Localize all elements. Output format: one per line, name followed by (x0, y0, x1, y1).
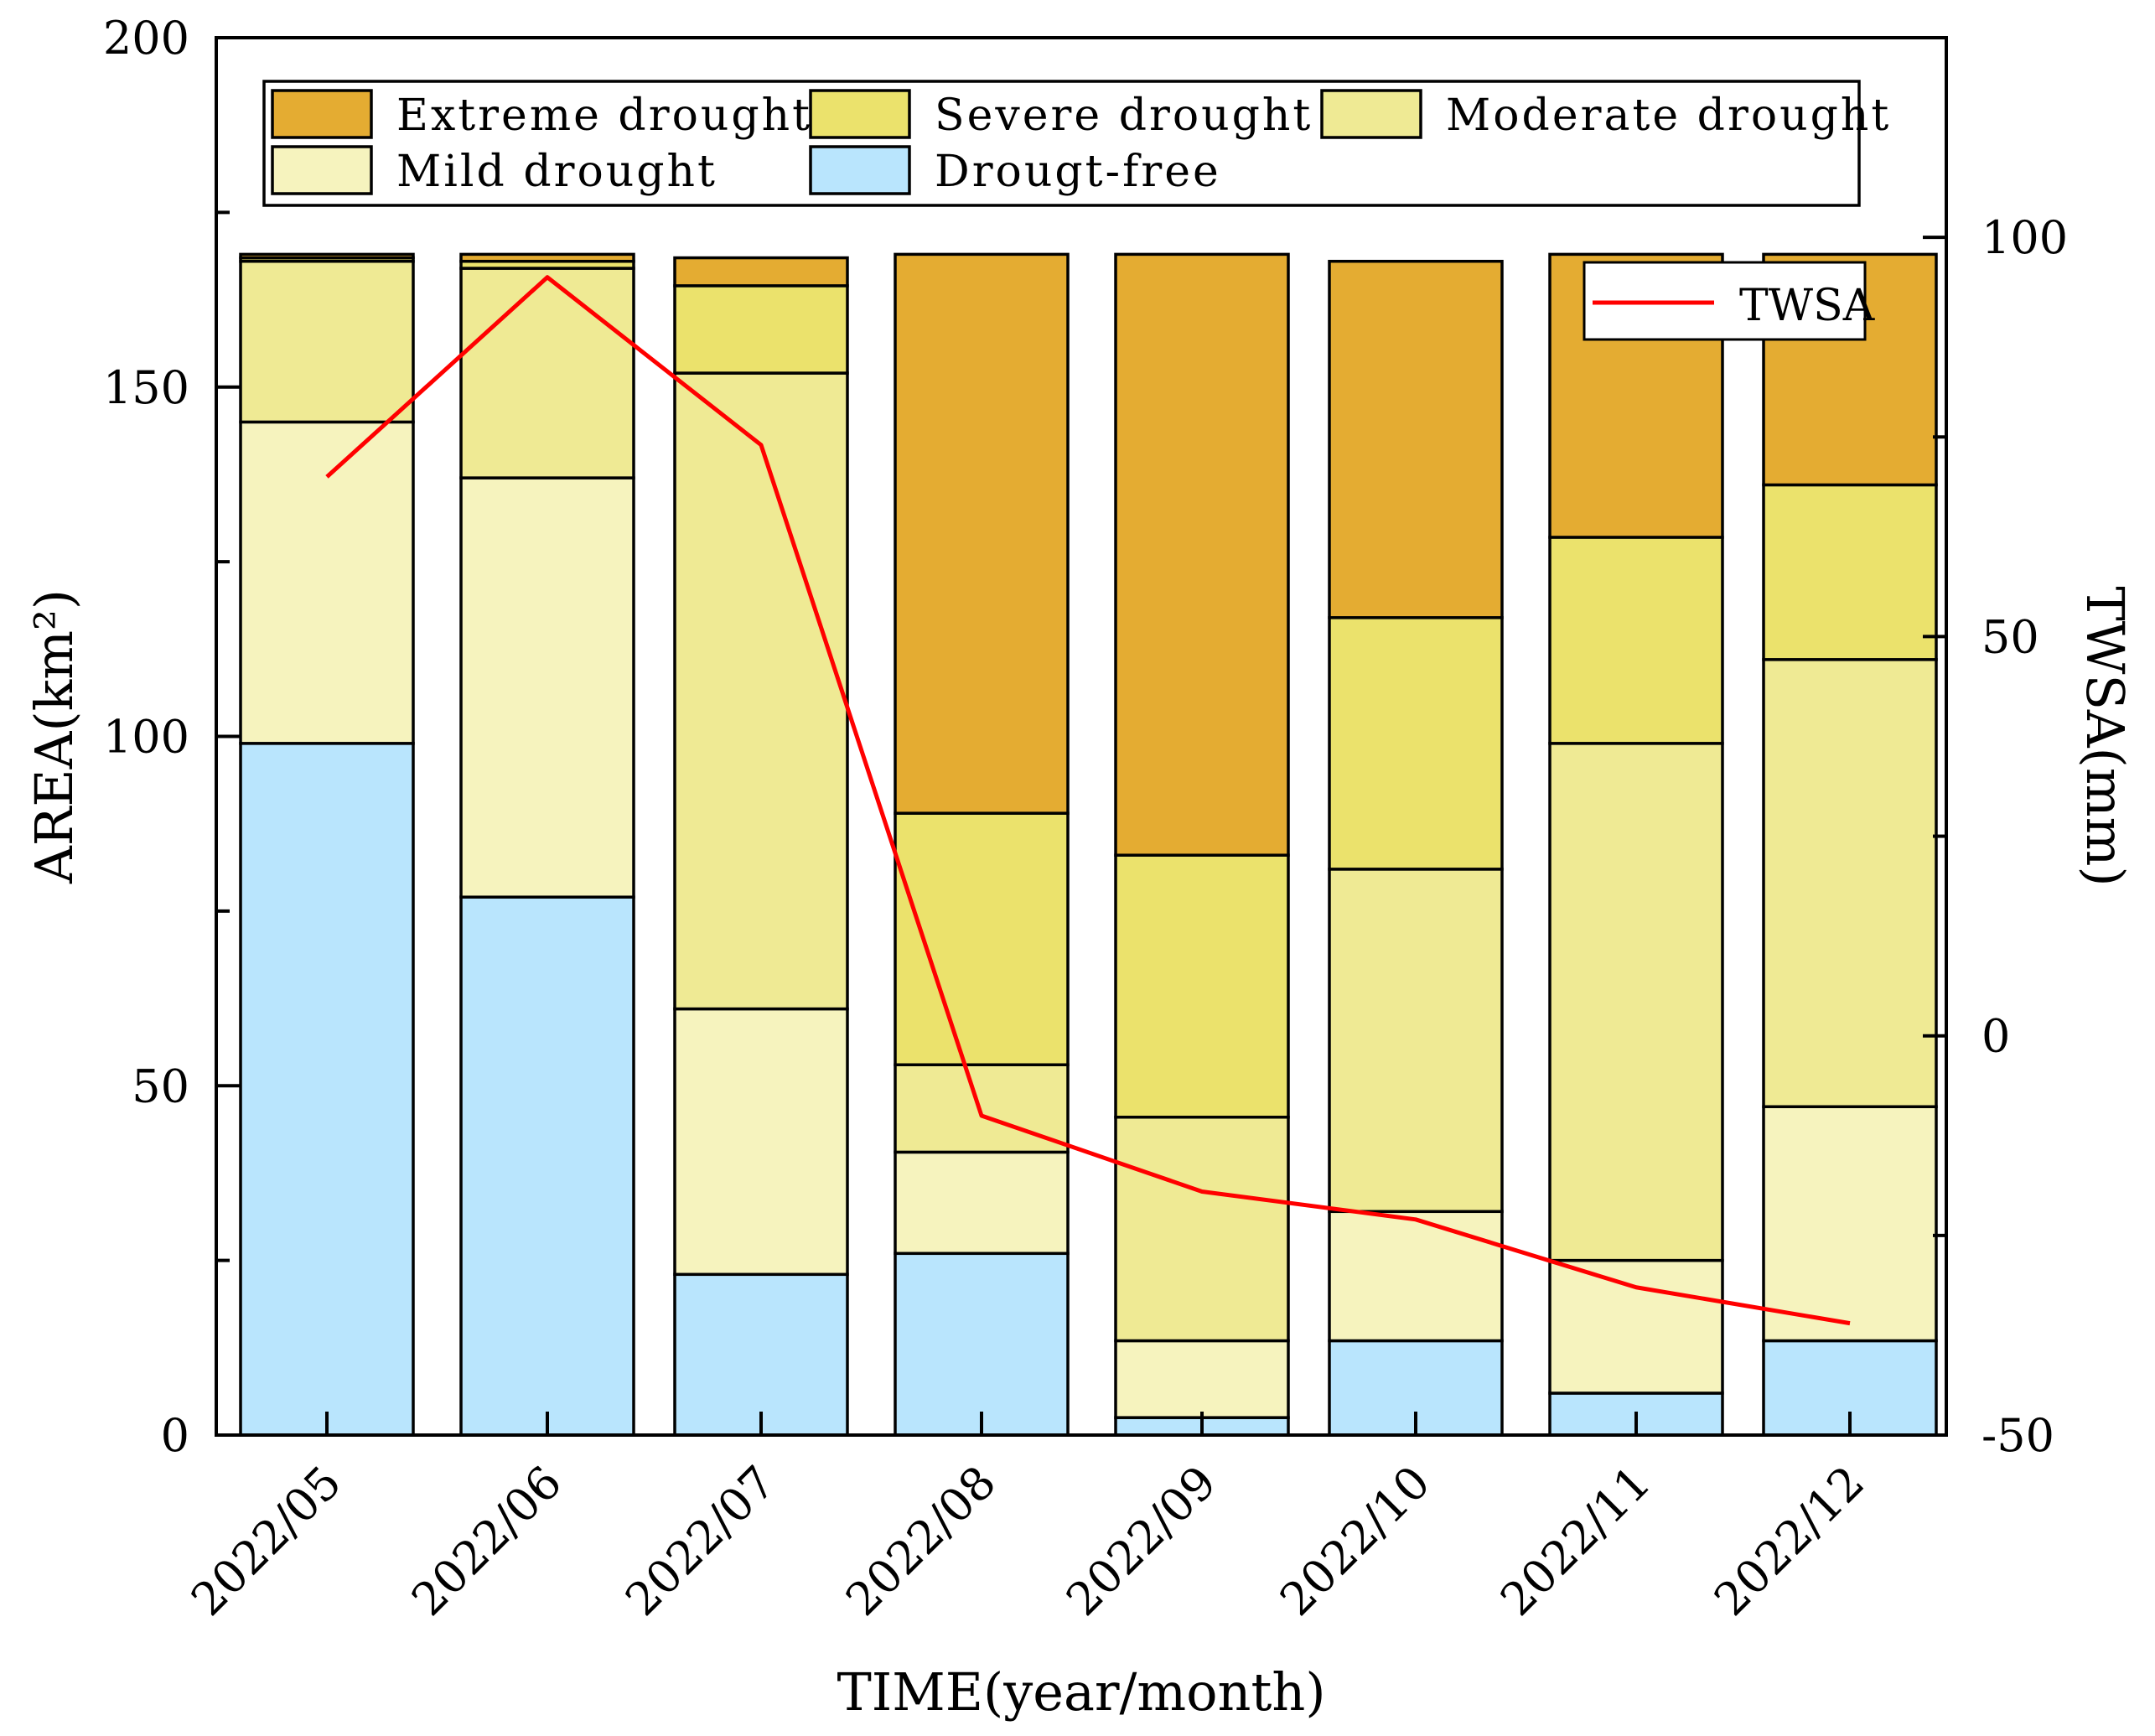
bar-segment-moderate-drought-2022-10[interactable] (1328, 868, 1504, 1214)
twsa-line[interactable] (325, 275, 1851, 1326)
bar-segment-moderate-drought-2022-09[interactable] (1114, 1116, 1290, 1343)
bar-segment-mild-drought-2022-09[interactable] (1114, 1339, 1290, 1419)
legend-label: Severe drought (935, 91, 1313, 141)
legend-label-twsa: TWSA (1739, 281, 1876, 331)
bar-segment-severe-drought-2022-09[interactable] (1114, 853, 1290, 1119)
y-tick-label: 100 (103, 711, 189, 764)
bar-segment-moderate-drought-2022-08[interactable] (894, 1063, 1070, 1154)
bar-segment-drougt-free-2022-08[interactable] (894, 1251, 1070, 1437)
bar-segment-mild-drought-2022-11[interactable] (1548, 1258, 1724, 1395)
x-tick-label: 2022/07 (615, 1456, 785, 1626)
bar-segment-drougt-free-2022-05[interactable] (239, 742, 415, 1437)
y2-tick-label: 50 (1981, 610, 2039, 663)
bar-segment-severe-drought-2022-10[interactable] (1328, 616, 1504, 871)
bar-segment-drougt-free-2022-06[interactable] (459, 895, 635, 1437)
bar-segment-mild-drought-2022-10[interactable] (1328, 1210, 1504, 1343)
x-tick-label: 2022/10 (1270, 1456, 1440, 1626)
y-axis-title: AREA(km²) (23, 589, 85, 884)
y2-tick-label: 0 (1981, 1010, 2010, 1063)
y-tick-label: 150 (103, 361, 189, 414)
bar-segment-severe-drought-2022-12[interactable] (1762, 483, 1938, 661)
x-tick-label: 2022/12 (1704, 1456, 1874, 1626)
y2-tick-label: 100 (1981, 211, 2068, 264)
y2-axis-title: TWSA(mm) (2075, 586, 2136, 886)
bar-segment-extreme-drought-2022-10[interactable] (1328, 259, 1504, 619)
y-tick-label: 200 (103, 12, 189, 65)
x-axis-title: TIME(year/month) (837, 1661, 1325, 1723)
bar-segment-extreme-drought-2022-05[interactable] (239, 252, 415, 260)
y2-tick-label: -50 (1981, 1409, 2054, 1462)
x-tick-label: 2022/08 (836, 1456, 1006, 1626)
legend-swatch-drougt-free (809, 145, 911, 195)
bar-segment-severe-drought-2022-07[interactable] (673, 284, 849, 375)
bar-segment-extreme-drought-2022-07[interactable] (673, 256, 849, 288)
bar-segment-severe-drought-2022-08[interactable] (894, 811, 1070, 1066)
bar-segment-moderate-drought-2022-07[interactable] (673, 371, 849, 1011)
legend-label: Mild drought (396, 147, 717, 197)
bar-segment-mild-drought-2022-07[interactable] (673, 1007, 849, 1277)
legend-label: Drougt-free (935, 147, 1221, 197)
legend-swatch-moderate-drought (1320, 89, 1422, 139)
bar-segment-mild-drought-2022-08[interactable] (894, 1150, 1070, 1256)
bar-segment-extreme-drought-2022-09[interactable] (1114, 252, 1290, 857)
x-tick-label: 2022/11 (1490, 1456, 1660, 1626)
legend-swatch-severe-drought (809, 89, 911, 139)
bar-segment-moderate-drought-2022-11[interactable] (1548, 742, 1724, 1262)
x-tick-label: 2022/06 (401, 1456, 572, 1626)
legend-swatch-mild-drought (271, 145, 373, 195)
bar-segment-drougt-free-2022-07[interactable] (673, 1272, 849, 1437)
legend-label: Moderate drought (1446, 91, 1891, 141)
bar-segment-mild-drought-2022-05[interactable] (239, 420, 415, 745)
bar-legend-box (262, 80, 1861, 207)
bar-segment-moderate-drought-2022-06[interactable] (459, 267, 635, 479)
bar-segment-extreme-drought-2022-08[interactable] (894, 252, 1070, 815)
legend-label: Extreme drought (396, 91, 812, 141)
bar-segment-moderate-drought-2022-12[interactable] (1762, 658, 1938, 1109)
y-tick-label: 50 (132, 1060, 189, 1112)
y-tick-label: 0 (161, 1409, 189, 1462)
bar-segment-moderate-drought-2022-05[interactable] (239, 259, 415, 424)
legend-swatch-extreme-drought (271, 89, 373, 139)
x-tick-label: 2022/09 (1056, 1456, 1226, 1626)
x-tick-label: 2022/05 (181, 1456, 351, 1626)
bar-segment-mild-drought-2022-12[interactable] (1762, 1105, 1938, 1343)
bar-segment-mild-drought-2022-06[interactable] (459, 476, 635, 899)
bar-segment-extreme-drought-2022-06[interactable] (459, 252, 635, 263)
bar-segment-severe-drought-2022-11[interactable] (1548, 536, 1724, 745)
